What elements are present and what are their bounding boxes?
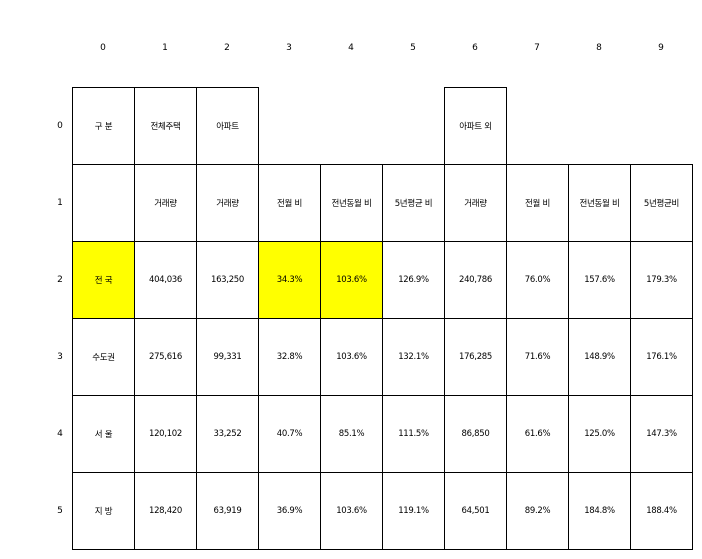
- column-index-label: 5: [410, 43, 416, 53]
- table-cell: 거래량: [444, 164, 507, 242]
- table-cell: [630, 87, 693, 165]
- table-cell: 63,919: [196, 472, 259, 550]
- row-index-label: 1: [57, 197, 63, 208]
- table-cell: 176.1%: [630, 318, 693, 396]
- column-index-label: 4: [348, 43, 354, 53]
- table-cell: 76.0%: [506, 241, 569, 319]
- column-index-label: 1: [162, 43, 168, 53]
- table-cell: [506, 87, 569, 165]
- table-cell: 119.1%: [382, 472, 445, 550]
- table-cell: 404,036: [134, 241, 197, 319]
- table-cell: 125.0%: [568, 395, 631, 473]
- table-cell: 103.6%: [320, 318, 383, 396]
- column-index-label: 9: [658, 43, 664, 53]
- table-cell: 147.3%: [630, 395, 693, 473]
- column-index-label: 6: [472, 43, 478, 53]
- table-cell: 64,501: [444, 472, 507, 550]
- table-cell: 전체주택: [134, 87, 197, 165]
- table-cell: 전년동월 비: [320, 164, 383, 242]
- table-cell: 36.9%: [258, 472, 321, 550]
- table-cell: 거래량: [134, 164, 197, 242]
- table-cell: 전월 비: [258, 164, 321, 242]
- table-cell: [72, 164, 135, 242]
- row-index-label: 3: [57, 351, 63, 362]
- table-cell: 5년평균비: [630, 164, 693, 242]
- table-cell: 184.8%: [568, 472, 631, 550]
- table-cell: 거래량: [196, 164, 259, 242]
- table-cell: 서 울: [72, 395, 135, 473]
- table-cell: 32.8%: [258, 318, 321, 396]
- table-cell: 전년동월 비: [568, 164, 631, 242]
- table-cell: 120,102: [134, 395, 197, 473]
- row-index-label: 4: [57, 428, 63, 439]
- column-index-label: 0: [100, 43, 106, 53]
- table-cell: 아파트: [196, 87, 259, 165]
- table-cell: 33,252: [196, 395, 259, 473]
- column-index-label: 2: [224, 43, 230, 53]
- table-cell: 61.6%: [506, 395, 569, 473]
- table-cell: 34.3%: [258, 241, 321, 319]
- row-index-label: 5: [57, 505, 63, 516]
- table-cell: 전 국: [72, 241, 135, 319]
- table-cell: 5년평균 비: [382, 164, 445, 242]
- table-cell: [258, 87, 321, 165]
- row-index-label: 0: [57, 120, 63, 131]
- table-cell: 163,250: [196, 241, 259, 319]
- table-cell: [382, 87, 445, 165]
- table-cell: 아파트 외: [444, 87, 507, 165]
- table-cell: 157.6%: [568, 241, 631, 319]
- table-cell: 전월 비: [506, 164, 569, 242]
- table-cell: 수도권: [72, 318, 135, 396]
- column-index-label: 8: [596, 43, 602, 53]
- row-index-label: 2: [57, 274, 63, 285]
- table-cell: 지 방: [72, 472, 135, 550]
- table-cell: 99,331: [196, 318, 259, 396]
- table-cell: [568, 87, 631, 165]
- table-cell: 40.7%: [258, 395, 321, 473]
- table-cell: 179.3%: [630, 241, 693, 319]
- column-index-label: 3: [286, 43, 292, 53]
- table-cell: 103.6%: [320, 472, 383, 550]
- table-cell: 111.5%: [382, 395, 445, 473]
- table-cell: 275,616: [134, 318, 197, 396]
- table-cell: [320, 87, 383, 165]
- table-cell: 구 분: [72, 87, 135, 165]
- table-cell: 85.1%: [320, 395, 383, 473]
- table-cell: 71.6%: [506, 318, 569, 396]
- table-cell: 128,420: [134, 472, 197, 550]
- table-cell: 188.4%: [630, 472, 693, 550]
- table-cell: 126.9%: [382, 241, 445, 319]
- table-cell: 148.9%: [568, 318, 631, 396]
- table-cell: 103.6%: [320, 241, 383, 319]
- table-cell: 132.1%: [382, 318, 445, 396]
- table-cell: 89.2%: [506, 472, 569, 550]
- column-index-label: 7: [534, 43, 540, 53]
- table-cell: 240,786: [444, 241, 507, 319]
- table-cell: 176,285: [444, 318, 507, 396]
- table-cell: 86,850: [444, 395, 507, 473]
